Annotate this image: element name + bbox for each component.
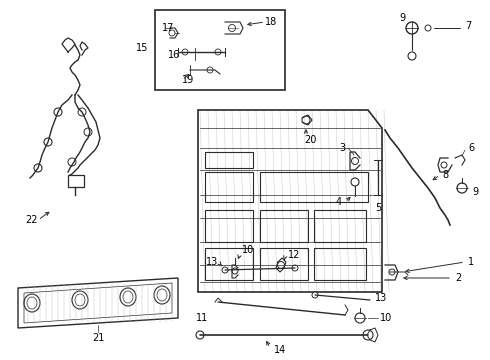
Text: 15: 15	[136, 43, 148, 53]
Text: 21: 21	[92, 333, 104, 343]
Text: 16: 16	[168, 50, 180, 60]
Circle shape	[312, 292, 318, 298]
Circle shape	[196, 331, 204, 339]
Text: 7: 7	[465, 21, 471, 31]
Bar	[205, 210, 253, 242]
Bar	[260, 172, 368, 202]
Circle shape	[355, 313, 365, 323]
Text: 13: 13	[206, 257, 218, 267]
Text: 9: 9	[472, 187, 478, 197]
Text: 20: 20	[304, 135, 316, 145]
Bar	[205, 152, 253, 168]
Text: 4: 4	[336, 197, 342, 207]
Bar	[260, 210, 308, 242]
Text: 10: 10	[380, 313, 392, 323]
Text: 3: 3	[339, 143, 345, 153]
Text: 14: 14	[274, 345, 286, 355]
Text: 22: 22	[25, 215, 38, 225]
Bar	[155, 10, 285, 90]
Bar	[68, 175, 84, 187]
Bar	[260, 248, 308, 280]
Circle shape	[425, 25, 431, 31]
Bar	[205, 172, 253, 202]
Text: 10: 10	[242, 245, 254, 255]
Circle shape	[292, 265, 298, 271]
Text: 8: 8	[442, 170, 448, 180]
Bar	[205, 248, 253, 280]
Text: 18: 18	[265, 17, 277, 27]
Text: 9: 9	[399, 13, 405, 23]
Bar	[314, 248, 366, 280]
Text: 11: 11	[196, 313, 208, 323]
Text: 1: 1	[468, 257, 474, 267]
Circle shape	[363, 330, 373, 340]
Text: 17: 17	[162, 23, 174, 33]
Text: 13: 13	[375, 293, 387, 303]
Circle shape	[351, 178, 359, 186]
Bar	[314, 210, 366, 242]
Circle shape	[222, 267, 228, 273]
Text: 2: 2	[455, 273, 461, 283]
Text: 5: 5	[375, 203, 381, 213]
Text: 19: 19	[182, 75, 194, 85]
Text: 12: 12	[288, 250, 300, 260]
Text: 6: 6	[468, 143, 474, 153]
